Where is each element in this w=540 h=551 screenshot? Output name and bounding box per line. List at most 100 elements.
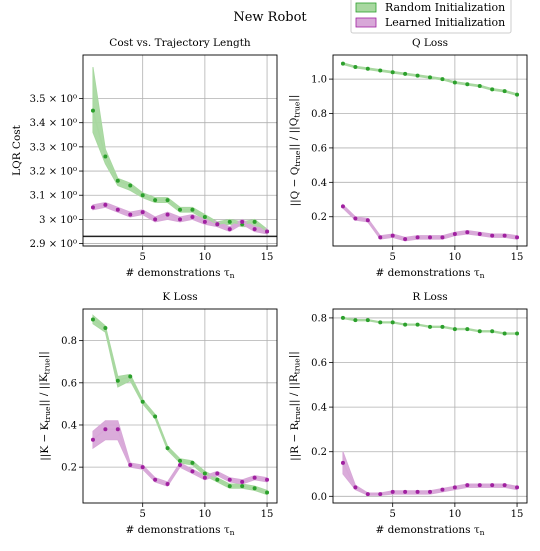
- data-point-learned: [178, 217, 182, 222]
- y-tick-label: 0.6: [311, 358, 327, 369]
- data-point-random: [390, 320, 395, 325]
- data-point-learned: [202, 219, 207, 224]
- x-tick-label: 10: [199, 252, 212, 263]
- y-tick-label: 0.4: [61, 420, 77, 431]
- data-point-learned: [465, 483, 470, 488]
- data-point-learned: [353, 485, 358, 490]
- data-point-random: [252, 219, 257, 224]
- data-point-learned: [252, 227, 257, 232]
- data-point-random: [490, 87, 495, 92]
- data-point-random: [515, 92, 520, 97]
- data-point-random: [502, 89, 507, 94]
- y-tick-label: 0.0: [311, 492, 327, 503]
- legend: Random Initialization Learned Initializa…: [350, 0, 512, 34]
- data-point-random: [153, 198, 158, 203]
- axes-frame: [332, 308, 528, 504]
- y-tick-label: 0.2: [311, 212, 327, 223]
- data-point-learned: [415, 235, 420, 240]
- data-point-learned: [428, 489, 432, 494]
- data-point-random: [90, 317, 95, 322]
- y-axis-label: ||Q − Qtrue​|| / ||Qtrue​||: [287, 95, 302, 207]
- data-point-random: [103, 154, 108, 159]
- data-point-random: [365, 66, 370, 71]
- data-point-learned: [365, 218, 370, 223]
- y-tick-label: 0.8: [311, 109, 327, 120]
- axes-frame: [82, 308, 278, 504]
- band-random: [92, 314, 268, 496]
- y-tick-label: 0.6: [311, 143, 327, 154]
- legend-frame: [350, 0, 512, 34]
- data-point-random: [115, 378, 120, 383]
- panel-title: Q Loss: [412, 37, 448, 49]
- data-point-learned: [140, 465, 145, 470]
- y-tick-label: 0.8: [311, 313, 327, 324]
- data-point-learned: [90, 205, 95, 210]
- x-tick-label: 5: [390, 509, 396, 520]
- data-point-random: [153, 414, 158, 419]
- data-point-learned: [502, 233, 507, 238]
- data-point-random: [502, 331, 507, 336]
- data-point-random: [477, 329, 482, 334]
- data-point-random: [190, 460, 195, 465]
- data-point-learned: [440, 235, 445, 240]
- data-point-learned: [403, 489, 408, 494]
- data-point-learned: [415, 489, 420, 494]
- legend-label-random: Random Initialization: [385, 1, 505, 14]
- data-point-random: [165, 446, 170, 451]
- data-point-random: [365, 318, 370, 323]
- series-line-learned: [342, 462, 518, 495]
- data-point-random: [340, 315, 345, 320]
- data-point-learned: [90, 437, 95, 442]
- data-point-learned: [477, 231, 482, 236]
- axes-frame: [82, 54, 278, 247]
- y-tick-label: 0.8: [61, 336, 77, 347]
- x-axis-label: # demonstrations τn​: [125, 267, 234, 280]
- data-point-learned: [115, 427, 120, 432]
- y-tick-label: 3.4 × 10⁰: [30, 118, 77, 129]
- data-point-random: [128, 183, 133, 188]
- y-tick-label: 0.4: [311, 403, 327, 414]
- data-point-random: [190, 207, 195, 212]
- data-point-learned: [215, 471, 220, 476]
- data-point-random: [390, 70, 395, 75]
- x-axis-label: # demonstrations τn​: [375, 524, 484, 537]
- data-point-learned: [153, 217, 158, 222]
- data-point-random: [140, 193, 145, 198]
- data-point-random: [215, 477, 220, 482]
- x-tick-label: 15: [261, 252, 274, 263]
- panel-title: Cost vs. Trajectory Length: [109, 37, 251, 49]
- data-point-learned: [202, 475, 207, 480]
- x-tick-label: 5: [140, 509, 146, 520]
- data-point-random: [465, 327, 470, 332]
- data-point-learned: [490, 483, 495, 488]
- data-point-learned: [378, 235, 383, 240]
- y-axis-label: LQR Cost: [11, 124, 23, 176]
- data-point-learned: [103, 202, 108, 207]
- y-axis-label: ||K − Ktrue​|| / ||Ktrue​||: [37, 351, 52, 460]
- data-point-learned: [178, 463, 182, 468]
- data-point-random: [428, 75, 432, 80]
- data-point-random: [103, 325, 108, 330]
- data-point-random: [252, 486, 257, 491]
- data-point-random: [178, 207, 182, 212]
- data-point-learned: [227, 477, 232, 482]
- y-tick-label: 0.6: [61, 378, 77, 389]
- data-point-learned: [465, 230, 470, 235]
- data-point-random: [415, 322, 420, 327]
- y-tick-label: 3.3 × 10⁰: [30, 142, 77, 153]
- y-tick-label: 0.2: [311, 447, 327, 458]
- data-point-random: [452, 80, 457, 85]
- data-point-random: [340, 61, 345, 66]
- data-point-learned: [240, 479, 245, 484]
- data-point-learned: [165, 212, 170, 217]
- data-point-random: [490, 329, 495, 334]
- data-point-learned: [378, 492, 383, 497]
- x-axis-label: # demonstrations τn​: [125, 524, 234, 537]
- x-tick-label: 10: [449, 252, 462, 263]
- data-point-random: [440, 324, 445, 329]
- data-point-learned: [115, 207, 120, 212]
- data-point-random: [477, 83, 482, 88]
- data-point-learned: [215, 222, 220, 227]
- data-point-learned: [190, 214, 195, 219]
- data-point-learned: [128, 463, 133, 468]
